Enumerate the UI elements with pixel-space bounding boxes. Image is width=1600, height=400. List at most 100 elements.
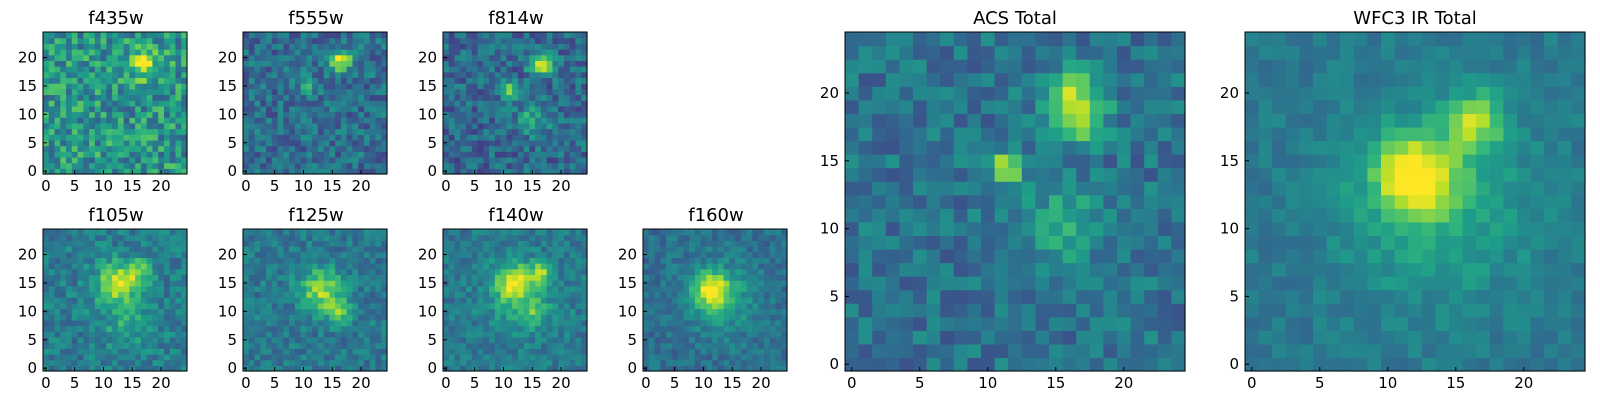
heatmap-cell [375,280,382,287]
heatmap-cell [454,134,461,141]
heatmap-cell [312,274,319,281]
heatmap-cell [746,234,754,241]
heatmap-cell [163,117,171,124]
heatmap-cell [140,37,148,44]
heatmap-cell [981,262,996,277]
heatmap-cell [563,94,571,101]
heatmap-cell [466,251,473,258]
heatmap-cell [563,168,571,175]
heatmap-cell [89,134,96,141]
heatmap-cell [140,274,148,281]
heatmap-cell [329,331,336,338]
heatmap-cell [899,181,914,196]
heatmap-cell [363,66,371,73]
heatmap-cell [1117,167,1132,182]
heatmap-cell [369,145,377,152]
heatmap-cell [163,139,171,147]
heatmap-cell [872,167,887,182]
heatmap-cell [323,336,330,344]
heatmap-cell [169,353,177,361]
heatmap-cell [266,43,273,50]
heatmap-cell [254,32,261,39]
heatmap-cell [140,88,148,96]
heatmap-cell [112,314,119,321]
heatmap-cell [66,291,73,298]
heatmap-cell [546,246,554,253]
heatmap-cell [581,122,588,130]
x-tick-label: 15 [723,374,742,392]
heatmap-cell [671,348,679,355]
heatmap-cell [152,43,159,50]
heatmap-cell [283,105,290,113]
x-tick-label: 5 [70,374,80,392]
heatmap-cell [769,246,777,253]
heatmap-cell [763,257,771,264]
heatmap-cell [460,240,467,247]
heatmap-cell [460,145,467,152]
heatmap-cell [169,251,177,258]
heatmap-cell [54,37,61,44]
heatmap-cell [529,263,536,270]
heatmap-cell [175,60,182,67]
heatmap-cell [471,285,479,293]
heatmap-cell [94,71,102,79]
heatmap-cell [677,263,684,270]
heatmap-cell [671,229,679,236]
heatmap-cell [994,235,1009,250]
heatmap-cell [271,302,279,310]
heatmap-cell [471,83,479,90]
heatmap-cell [517,308,525,315]
heatmap-cell [581,111,588,118]
heatmap-cell [254,246,261,253]
heatmap-cell [494,353,502,361]
heatmap-cell [460,257,467,264]
heatmap-cell [77,105,84,113]
heatmap-cell [48,139,56,147]
heatmap-cell [885,208,900,223]
heatmap-cell [135,302,142,310]
heatmap-cell [306,314,313,321]
heatmap-cell [581,336,588,344]
heatmap-cell [89,291,96,298]
heatmap-cell [369,100,377,107]
heatmap-cell [443,257,450,264]
heatmap-cell [271,257,279,264]
heatmap-cell [117,111,125,118]
heatmap-cell [454,297,461,304]
heatmap-cell [146,94,154,101]
heatmap-cell [123,88,130,96]
heatmap-cell [358,348,365,355]
heatmap-cell [563,151,571,158]
heatmap-cell [266,168,273,175]
heatmap-cell [775,325,782,332]
heatmap-cell [563,336,571,344]
heatmap-cell [66,128,73,135]
heatmap-cell [671,342,679,349]
heatmap-cell [277,314,284,321]
heatmap-cell [654,319,661,327]
heatmap-cell [506,145,513,152]
heatmap-cell [517,268,525,276]
heatmap-cell [552,325,559,332]
heatmap-cell [546,359,554,366]
heatmap-cell [83,251,90,258]
heatmap-cell [335,32,342,39]
heatmap-cell [552,319,559,327]
heatmap-cell [248,105,256,113]
heatmap-cell [369,122,377,130]
heatmap-cell [552,251,559,258]
heatmap-cell [494,168,502,175]
heatmap-cell [546,156,554,164]
heatmap-cell [283,251,290,258]
heatmap-cell [329,156,336,164]
y-tick-label: 5 [27,331,37,349]
heatmap-cell [569,54,577,61]
heatmap-cell [781,359,788,366]
heatmap-cell [460,134,467,141]
heatmap-cell [512,336,519,344]
heatmap-cell [48,151,56,158]
heatmap-cell [260,111,267,118]
heatmap-cell [569,88,577,96]
heatmap-cell [248,77,256,84]
